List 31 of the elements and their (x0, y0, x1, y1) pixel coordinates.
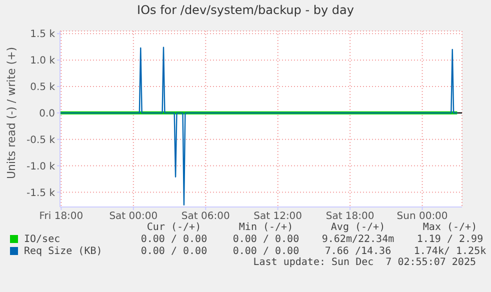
y-tick-label: -1.0 k (26, 161, 56, 172)
x-tick-label: Sat 18:00 (326, 211, 374, 222)
text: Max (-/+) (422, 222, 478, 233)
y-tick-label: -0.5 k (26, 134, 56, 146)
legend-label: IO/sec (24, 234, 62, 244)
y-axis-title: Units read (-) / write (+) (4, 46, 18, 179)
text: 0.00 / 0.00 (232, 246, 300, 256)
text: 9.62m/22.34m (320, 234, 396, 244)
text: 0.00 / 0.00 (140, 246, 208, 256)
legend-label: Req Size (KB) (24, 246, 104, 256)
text: Last update: Sun Dec 7 02:55:07 2025 (252, 257, 476, 268)
text: Avg (-/+) (330, 222, 386, 233)
text: 0.00 / 0.00 (140, 234, 208, 244)
y-tick-label: 0.0 (39, 108, 55, 120)
y-tick-label: 0.5 k (30, 82, 56, 94)
y-tick-label: 1.0 k (30, 56, 56, 67)
y-tick-label: -1.5 k (26, 188, 56, 199)
text: 1.19 / 2.99 (416, 234, 484, 244)
y-tick-label: 1.5 k (30, 29, 56, 40)
text: 7.66 /14.36 (324, 246, 392, 256)
text: 1.74k/ 1.25k (412, 246, 488, 256)
chart-title: IOs for /dev/system/backup - by day (136, 3, 355, 17)
x-tick-label: Sat 12:00 (254, 211, 302, 222)
text: 0.00 / 0.00 (232, 234, 300, 244)
text: Min (-/+) (238, 222, 294, 233)
x-tick-label: Fri 18:00 (39, 211, 84, 222)
x-tick-label: Sat 00:00 (109, 211, 158, 222)
x-tick-label: Sat 06:00 (181, 211, 230, 222)
x-tick-label: Sun 00:00 (396, 211, 448, 222)
text: Cur (-/+) (146, 222, 202, 233)
line-series (60, 46, 458, 206)
